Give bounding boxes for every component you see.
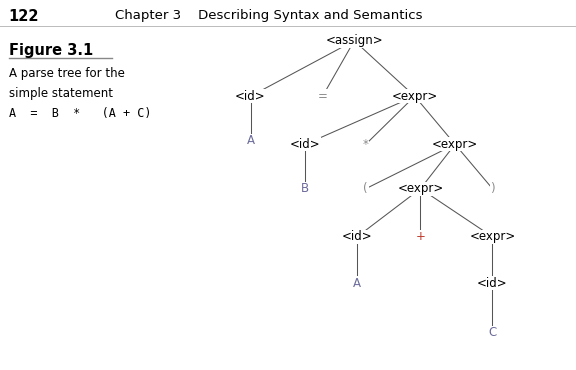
Text: Chapter 3    Describing Syntax and Semantics: Chapter 3 Describing Syntax and Semantic… [115, 9, 423, 22]
Text: B: B [301, 182, 309, 195]
Text: =: = [317, 90, 328, 103]
Text: A parse tree for the: A parse tree for the [9, 67, 124, 80]
Text: <expr>: <expr> [392, 90, 438, 103]
Text: (: ( [363, 182, 368, 195]
Text: A: A [247, 134, 255, 147]
Text: <expr>: <expr> [469, 230, 516, 243]
Text: <id>: <id> [477, 276, 508, 290]
Text: <expr>: <expr> [432, 138, 478, 151]
Text: <id>: <id> [342, 230, 373, 243]
Text: A: A [353, 276, 361, 290]
Text: <id>: <id> [290, 138, 321, 151]
Text: <id>: <id> [235, 90, 266, 103]
Text: Figure 3.1: Figure 3.1 [9, 43, 93, 58]
Text: A  =  B  *   (A + C): A = B * (A + C) [9, 107, 151, 120]
Text: <expr>: <expr> [397, 182, 444, 195]
Text: C: C [488, 326, 497, 340]
Text: ): ) [490, 182, 495, 195]
Text: *: * [363, 138, 369, 151]
Text: simple statement: simple statement [9, 87, 113, 100]
Text: +: + [415, 230, 426, 243]
Text: 122: 122 [9, 9, 39, 24]
Text: <assign>: <assign> [325, 34, 383, 47]
